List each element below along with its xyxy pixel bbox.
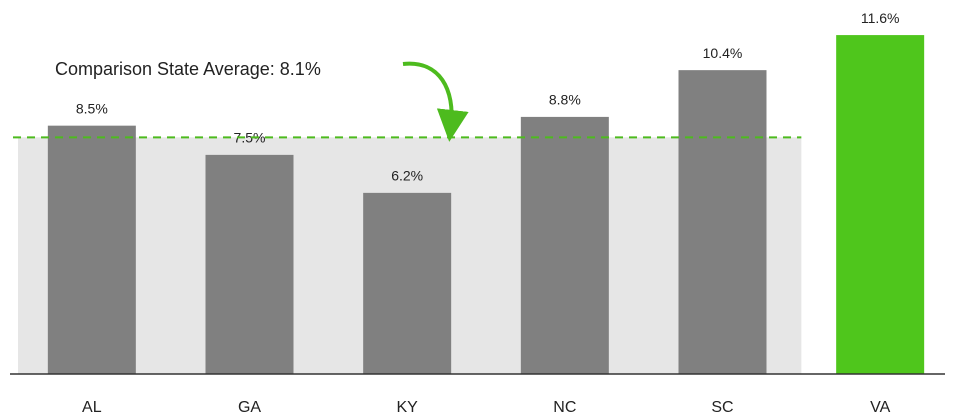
x-tick-label: NC <box>553 399 576 416</box>
value-label: 6.2% <box>391 168 423 184</box>
value-label: 10.4% <box>703 45 743 61</box>
value-label: 7.5% <box>234 130 266 146</box>
bar <box>678 70 767 374</box>
annotation-arrow <box>402 61 469 142</box>
bar <box>836 35 925 374</box>
bar <box>363 192 452 374</box>
bar <box>205 154 294 374</box>
value-label: 11.6% <box>861 10 900 26</box>
value-label: 8.5% <box>76 100 108 116</box>
bar <box>47 125 136 375</box>
x-tick-label: AL <box>82 399 102 416</box>
bar <box>520 116 609 374</box>
x-tick-label: SC <box>711 399 733 416</box>
annotation: Comparison State Average: 8.1% <box>55 59 321 79</box>
value-label: 8.8% <box>549 92 581 108</box>
x-tick-label: KY <box>396 399 418 416</box>
x-tick-label: GA <box>238 399 261 416</box>
x-tick-label: VA <box>870 399 890 416</box>
